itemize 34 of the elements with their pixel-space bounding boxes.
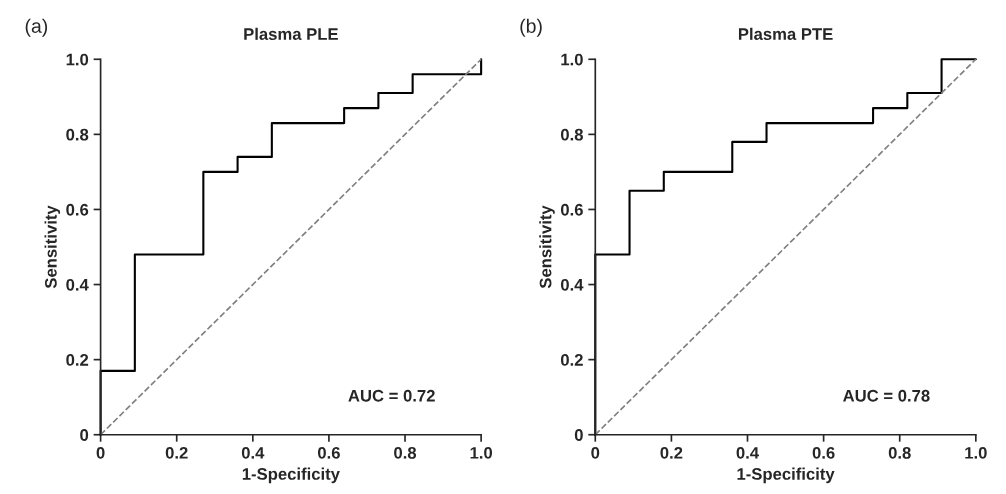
y-axis-title: Sensitivity (44, 205, 61, 289)
y-tick-label: 1.0 (561, 53, 583, 66)
x-tick-label: 0.8 (394, 446, 417, 459)
y-tick-label: 0.2 (66, 354, 89, 366)
y-tick-label: 0 (80, 429, 89, 441)
y-tick-label: 0.4 (66, 278, 89, 291)
x-tick-label: 0.2 (660, 446, 683, 459)
y-tick-label: 0 (574, 429, 583, 441)
x-tick-label: 1.0 (470, 446, 493, 459)
y-tick-label: 0.6 (560, 203, 583, 216)
chart-title: Plasma PTE (738, 27, 833, 40)
x-tick-label: 0.6 (317, 446, 340, 459)
y-tick-label: 0.4 (560, 278, 584, 291)
text: (a) (25, 18, 48, 37)
y-tick-label: 0.8 (560, 128, 583, 141)
x-tick-label: 0.4 (736, 446, 759, 459)
y-tick-label: 1.0 (66, 53, 89, 66)
y-tick-label: 0.2 (560, 354, 583, 366)
x-axis-title: 1-Specificity (242, 467, 340, 484)
x-tick-label: 0.6 (812, 446, 835, 459)
annotation: AUC = 0.78 (843, 389, 930, 402)
annotation: AUC = 0.72 (348, 389, 435, 402)
y-tick-label: 0.8 (66, 128, 89, 141)
x-tick-label: 0.4 (241, 446, 265, 459)
chart-title: Plasma PLE (244, 27, 338, 40)
text: (b) (520, 18, 542, 37)
y-tick-label: 0.6 (66, 203, 89, 216)
x-tick-label: 0 (96, 446, 105, 459)
x-tick-label: 0.2 (165, 446, 188, 459)
x-tick-label: 0.8 (888, 446, 911, 459)
x-tick-label: 0 (591, 446, 600, 459)
x-axis-title: 1-Specificity (737, 467, 835, 484)
y-axis-title: Sensitivity (539, 205, 555, 289)
x-tick-label: 1.0 (965, 446, 987, 459)
